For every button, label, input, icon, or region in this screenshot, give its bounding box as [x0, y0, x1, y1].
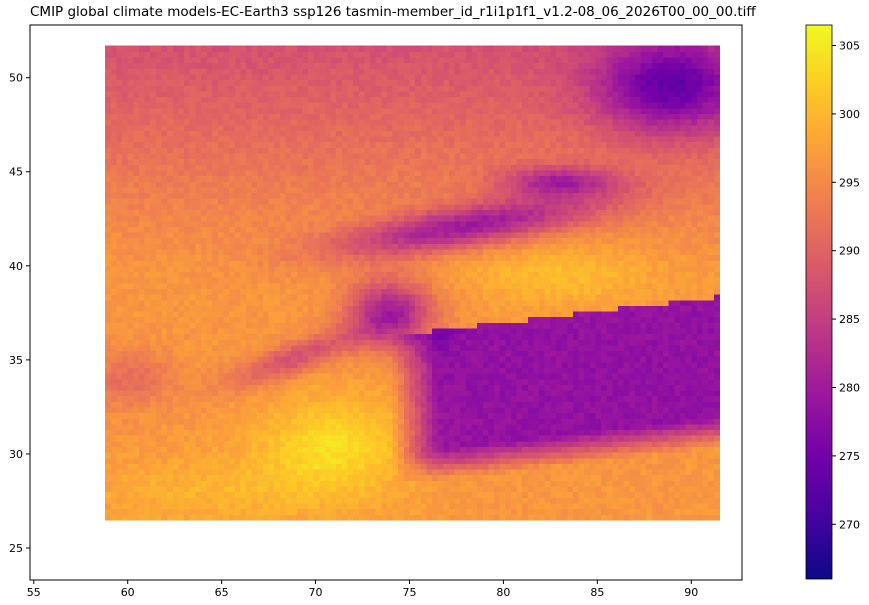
x-tick-label: 60	[121, 586, 135, 599]
x-tick-label: 70	[309, 586, 323, 599]
colorbar-tick-label: 305	[839, 40, 860, 53]
colorbar-tick-label: 300	[839, 108, 860, 121]
x-tick-label: 90	[684, 586, 698, 599]
colorbar-tick-label: 290	[839, 245, 860, 258]
colorbar-tick-label: 285	[839, 313, 860, 326]
x-axis: 55 60 65 70 75 80 85 90	[27, 580, 698, 599]
colorbar-tick-label: 275	[839, 450, 860, 463]
y-tick-label: 50	[9, 72, 23, 85]
x-tick-label: 55	[27, 586, 41, 599]
temperature-raster	[105, 45, 721, 521]
colorbar-axis: 270 275 280 285 290 295 300 305	[832, 40, 860, 531]
colorbar-tick-label: 295	[839, 176, 860, 189]
x-tick-label: 85	[590, 586, 604, 599]
y-tick-label: 45	[9, 166, 23, 179]
axes-frame	[29, 24, 743, 581]
y-tick-label: 40	[9, 260, 23, 273]
x-tick-label: 80	[496, 586, 510, 599]
colorbar-tick-label: 280	[839, 381, 860, 394]
colorbar-tick-label: 270	[839, 518, 860, 531]
y-tick-label: 30	[9, 448, 23, 461]
colorbar	[805, 24, 833, 580]
y-tick-label: 25	[9, 542, 23, 555]
x-tick-label: 75	[402, 586, 416, 599]
y-tick-label: 35	[9, 354, 23, 367]
y-axis: 25 30 35 40 45 50	[9, 72, 30, 555]
chart-title: CMIP global climate models-EC-Earth3 ssp…	[30, 4, 756, 20]
x-tick-label: 65	[215, 586, 229, 599]
